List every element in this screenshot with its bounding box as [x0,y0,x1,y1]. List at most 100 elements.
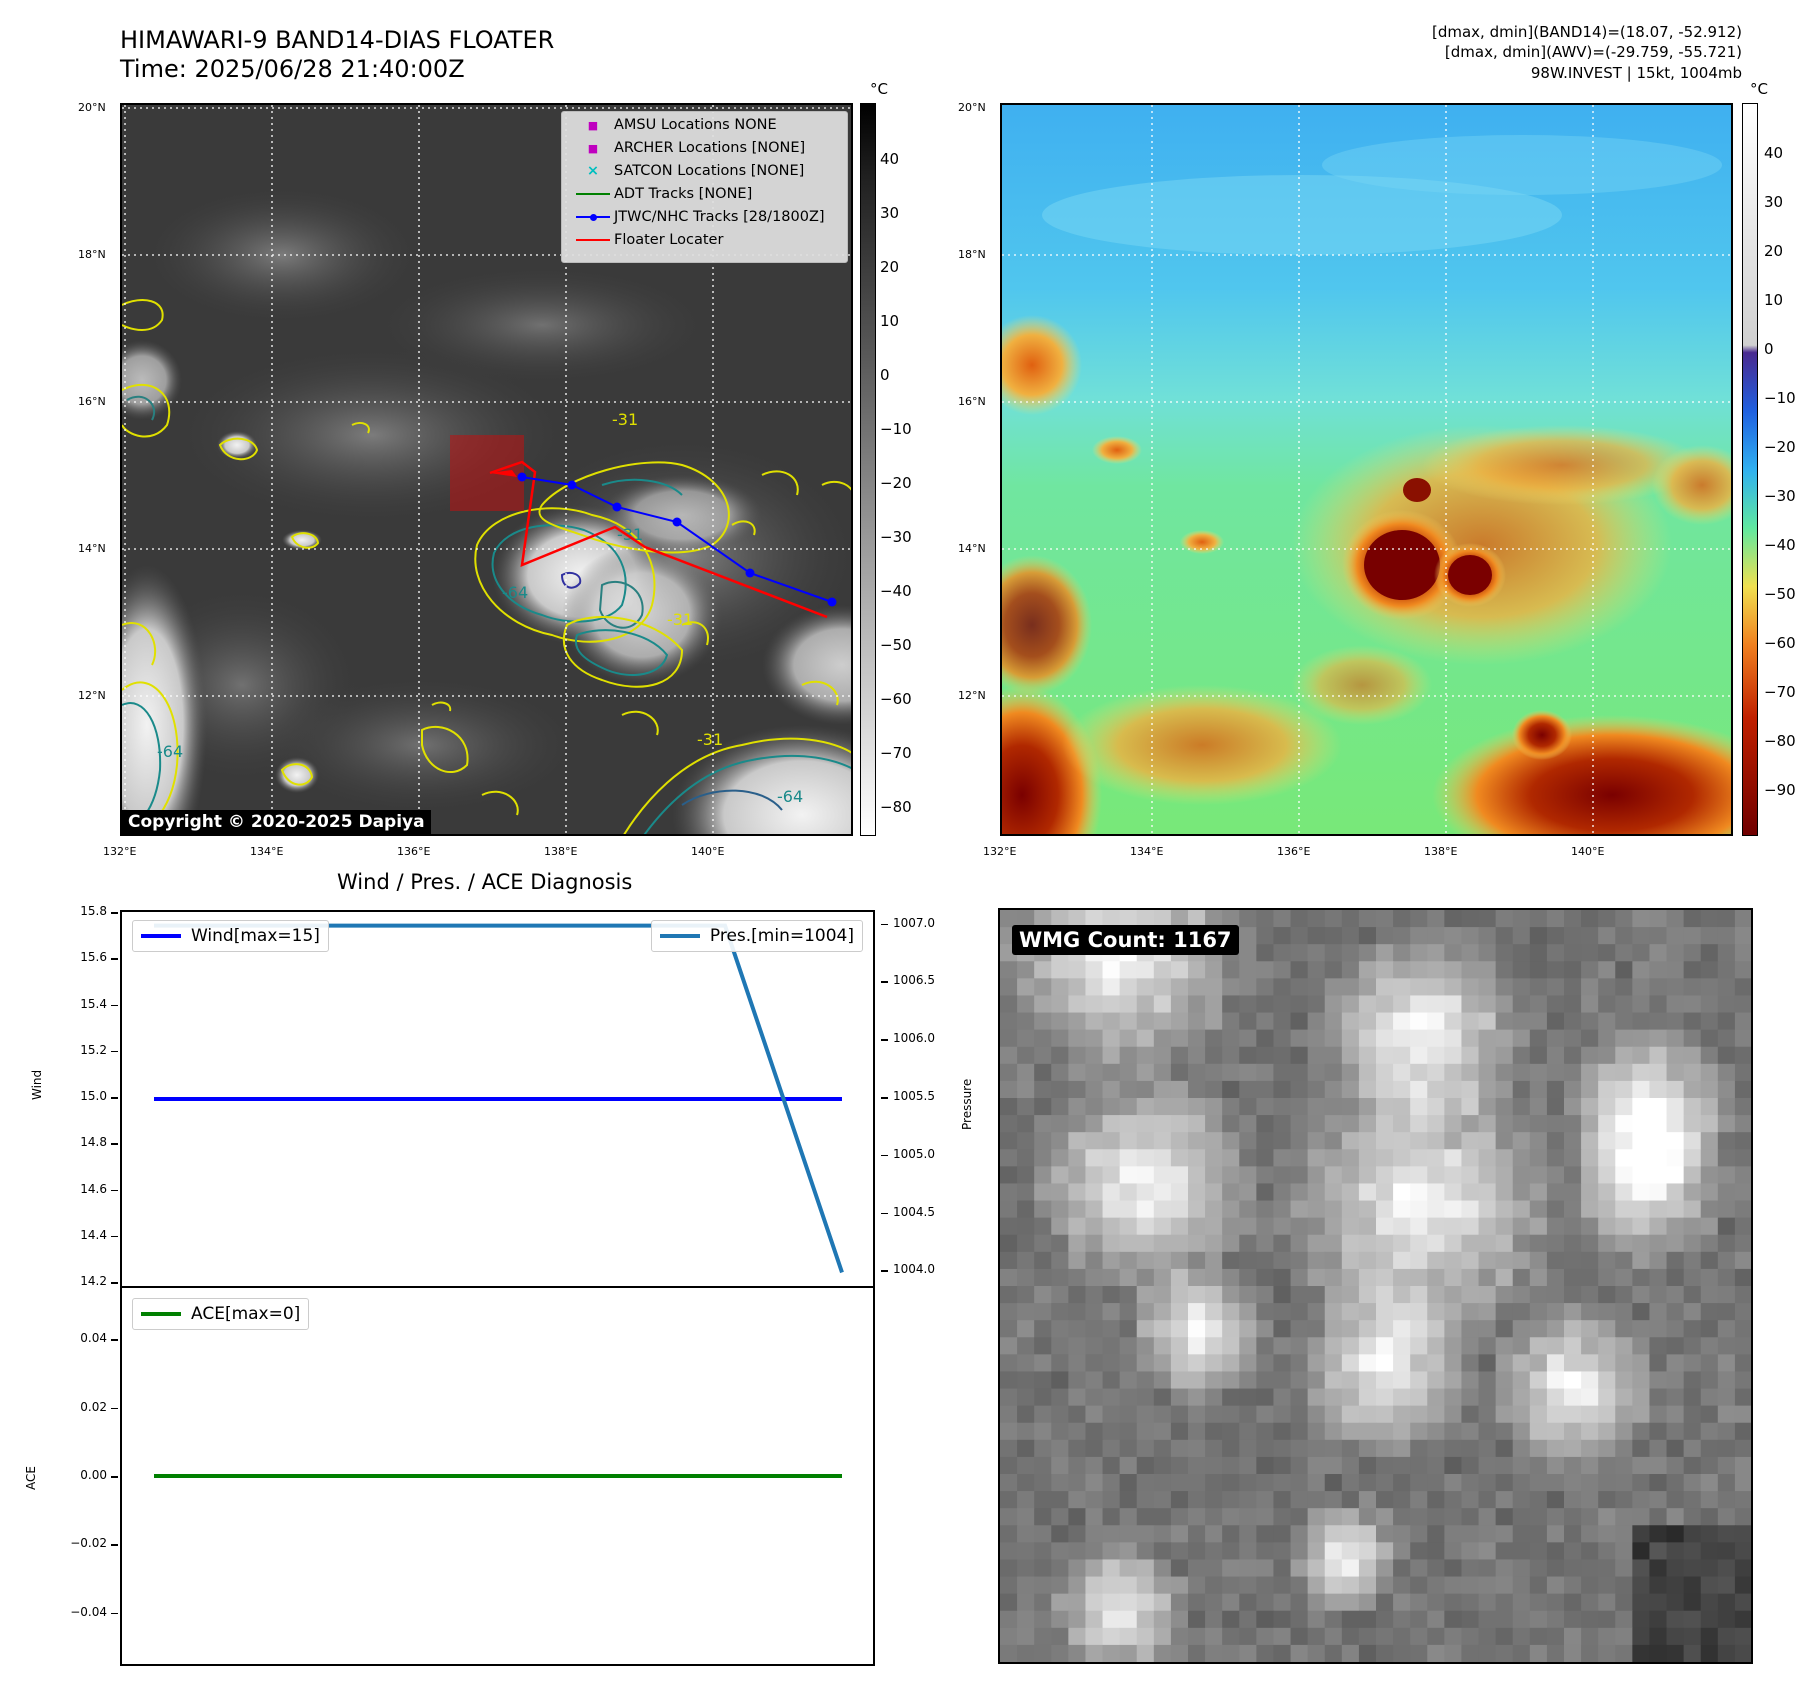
colorbar-tick: 30 [1764,193,1784,211]
wind-tick: 15.0 [80,1089,107,1103]
line-dot-icon [572,207,614,227]
lat-label: 18°N [78,248,106,261]
lon-label: 134°E [250,845,284,858]
legend-satcon: × SATCON Locations [NONE] [572,161,804,181]
pressure-tick: 1007.0 [893,915,935,930]
wind-pressure-plot: Wind[max=15] Pres.[min=1004] [120,910,875,1288]
colorbar-tick: −40 [880,582,912,600]
wind-axis-label: Wind [30,1069,44,1100]
floater-track [489,460,828,619]
colorbar-tick: −70 [1764,683,1796,701]
ace-tick: 0.02 [80,1399,107,1414]
colorbar-tick: 20 [880,258,900,276]
pressure-tick: 1005.0 [893,1146,935,1161]
pressure-legend: Pres.[min=1004] [650,920,863,952]
lon-label: 134°E [1130,845,1164,858]
colorbar-tick: −90 [1764,781,1796,799]
colorbar-tick: 10 [880,312,900,330]
lat-label: 20°N [78,101,106,114]
colorbar-tick: 20 [1764,242,1784,260]
wmg-count-label: WMG Count: 1167 [1012,925,1239,955]
colorbar-tick: 40 [1764,144,1784,162]
colorbar-unit: °C [870,80,888,98]
pressure-tick: 1004.5 [893,1204,935,1219]
awv-map-panel [1000,103,1733,836]
ir-colorbar [860,103,876,836]
ace-legend: ACE[max=0] [132,1298,310,1330]
ace-tick: −0.02 [70,1536,107,1551]
copyright-label: Copyright © 2020-2025 Dapiya [122,810,431,834]
map-legend: ■ AMSU Locations NONE ■ ARCHER Locations [… [561,111,848,263]
lat-label: 12°N [78,689,106,702]
ace-axis-label: ACE [24,1466,38,1490]
line-icon [141,934,181,938]
wind-tick: 15.8 [80,904,107,918]
wind-tick: 14.8 [80,1135,107,1150]
ace-tick: 0.04 [80,1331,107,1346]
wind-tick: 14.4 [80,1227,107,1242]
colorbar-tick: 0 [1764,340,1774,358]
colorbar-tick: −80 [1764,732,1796,750]
colorbar-tick: 30 [880,204,900,222]
lat-label: 18°N [958,248,986,261]
pressure-tick: 1004.0 [893,1262,935,1277]
diagnosis-title: Wind / Pres. / ACE Diagnosis [337,870,633,894]
dmax-awv: [dmax, dmin](AWV)=(-29.759, -55.721) [1444,43,1742,61]
storm-info: 98W.INVEST | 15kt, 1004mb [1530,64,1742,82]
colorbar-tick: −50 [1764,585,1796,603]
wmg-panel: WMG Count: 1167 [998,908,1753,1664]
wind-tick: 14.2 [80,1274,107,1288]
legend-floater: Floater Locater [572,230,723,250]
colorbar-tick: 0 [880,366,890,384]
contour-label: -64 [777,787,803,806]
ace-plot: ACE[max=0] [120,1286,875,1666]
contour-label: -31 [697,730,723,749]
lat-label: 14°N [958,542,986,555]
lat-label: 16°N [78,395,106,408]
legend-amsu: ■ AMSU Locations NONE [572,115,777,135]
wind-tick: 15.2 [80,1042,107,1057]
line-icon [572,230,614,250]
colorbar-tick: −60 [880,690,912,708]
lon-label: 136°E [1277,845,1311,858]
lon-label: 132°E [983,845,1017,858]
colorbar-tick: −40 [1764,536,1796,554]
wind-tick: 15.6 [80,950,107,965]
awv-map-image [1002,105,1731,834]
legend-archer: ■ ARCHER Locations [NONE] [572,138,805,158]
square-marker-icon: ■ [587,119,599,132]
jtwc-track [521,476,833,603]
lon-label: 132°E [103,845,137,858]
colorbar-unit: °C [1750,80,1768,98]
colorbar-tick: −50 [880,636,912,654]
legend-jtwc: JTWC/NHC Tracks [28/1800Z] [572,207,825,227]
pressure-tick: 1006.0 [893,1031,935,1046]
lon-label: 136°E [397,845,431,858]
pressure-axis-label: Pressure [960,1078,974,1130]
awv-colorbar [1742,103,1758,836]
lat-label: 14°N [78,542,106,555]
contour-label: -31 [612,410,638,429]
lon-label: 138°E [1424,845,1458,858]
contour-label: -31 [617,525,643,544]
wmg-image [1000,910,1751,1662]
x-marker-icon: × [586,163,600,179]
colorbar-tick: −10 [880,420,912,438]
chart-title: HIMAWARI-9 BAND14-DIAS FLOATER [120,26,555,54]
lon-label: 138°E [544,845,578,858]
square-marker-icon: ■ [587,142,599,155]
ir-map-panel: -31 -64 -31 -64 -31 -64 -31 [120,103,853,836]
lat-label: 20°N [958,101,986,114]
wind-tick: 14.6 [80,1181,107,1196]
dmax-band14: [dmax, dmin](BAND14)=(18.07, -52.912) [1431,23,1742,41]
legend-adt: ADT Tracks [NONE] [572,184,752,204]
pressure-tick: 1005.5 [893,1089,935,1103]
colorbar-tick: −30 [1764,487,1796,505]
colorbar-tick: 10 [1764,291,1784,309]
contour-label: -31 [667,610,693,629]
colorbar-tick: 40 [880,150,900,168]
wind-tick: 15.4 [80,996,107,1011]
colorbar-tick: −10 [1764,389,1796,407]
ace-tick: −0.04 [70,1604,107,1619]
chart-time: Time: 2025/06/28 21:40:00Z [120,55,465,83]
